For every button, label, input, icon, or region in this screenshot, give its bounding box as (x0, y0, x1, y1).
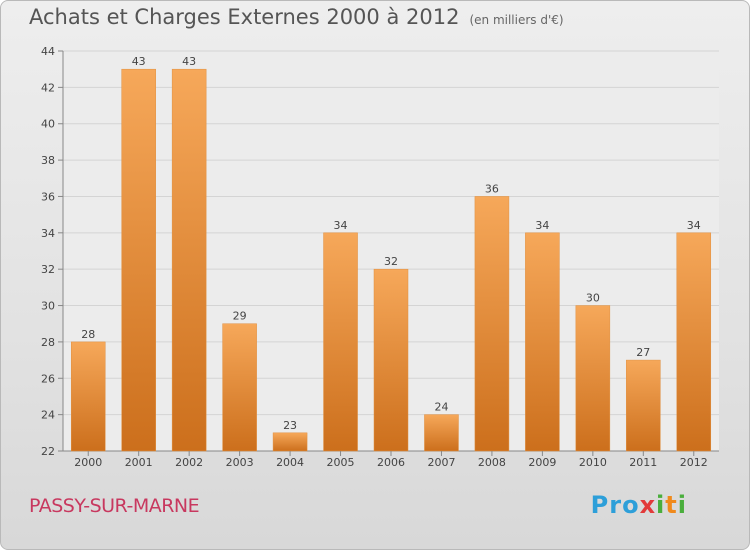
y-tick-label: 44 (41, 45, 55, 58)
x-tick-label: 2000 (74, 456, 102, 469)
x-tick-label: 2003 (226, 456, 254, 469)
bar-value-label: 34 (334, 219, 348, 232)
bar-value-label: 28 (81, 328, 95, 341)
x-tick-label: 2012 (680, 456, 708, 469)
bar-2009 (525, 232, 560, 452)
bar-value-label: 32 (384, 255, 398, 268)
y-tick-label: 36 (41, 190, 55, 203)
y-tick-label: 42 (41, 81, 55, 94)
y-tick-label: 38 (41, 154, 55, 167)
chart-title-text: Achats et Charges Externes 2000 à 2012 (29, 5, 460, 29)
y-tick-label: 30 (41, 300, 55, 313)
x-tick-label: 2001 (125, 456, 153, 469)
bar-value-label: 23 (283, 419, 297, 432)
bar-2010 (575, 305, 611, 452)
bar-2003 (222, 323, 257, 452)
city-name: PASSY-SUR-MARNE (29, 495, 200, 517)
y-tick-label: 34 (41, 227, 55, 240)
y-tick-label: 22 (41, 445, 55, 458)
bar-2007 (424, 414, 459, 452)
y-tick-label: 32 (41, 263, 55, 276)
x-tick-label: 2010 (579, 456, 607, 469)
bar-value-label: 43 (182, 55, 196, 68)
x-tick-label: 2006 (377, 456, 405, 469)
chart-title: Achats et Charges Externes 2000 à 2012 (e… (29, 5, 564, 29)
x-tick-label: 2009 (528, 456, 556, 469)
bar-value-label: 27 (636, 346, 650, 359)
proxiti-logo: Proxiti (590, 491, 687, 519)
bar-2001 (121, 68, 156, 452)
x-tick-label: 2007 (427, 456, 455, 469)
bar-value-label: 36 (485, 182, 499, 195)
y-tick-label: 26 (41, 372, 55, 385)
bar-value-label: 34 (687, 219, 701, 232)
bar-2008 (474, 196, 510, 452)
bar-value-label: 30 (586, 292, 600, 305)
bar-value-label: 43 (132, 55, 146, 68)
bar-2002 (171, 68, 207, 452)
chart-subtitle: (en milliers d'€) (469, 13, 564, 27)
bar-2000 (70, 341, 106, 452)
bar-value-label: 24 (434, 401, 448, 414)
x-tick-label: 2008 (478, 456, 506, 469)
bar-2012 (676, 232, 712, 452)
x-tick-label: 2002 (175, 456, 203, 469)
x-tick-label: 2004 (276, 456, 304, 469)
x-tick-label: 2011 (629, 456, 657, 469)
bar-2005 (323, 232, 358, 452)
bar-2004 (272, 432, 308, 452)
y-tick-label: 40 (41, 118, 55, 131)
bar-2011 (626, 359, 661, 452)
y-tick-label: 28 (41, 336, 55, 349)
bar-value-label: 29 (233, 310, 247, 323)
y-tick-label: 24 (41, 409, 55, 422)
x-tick-label: 2005 (327, 456, 355, 469)
bar-2006 (373, 268, 409, 452)
bar-value-label: 34 (535, 219, 549, 232)
